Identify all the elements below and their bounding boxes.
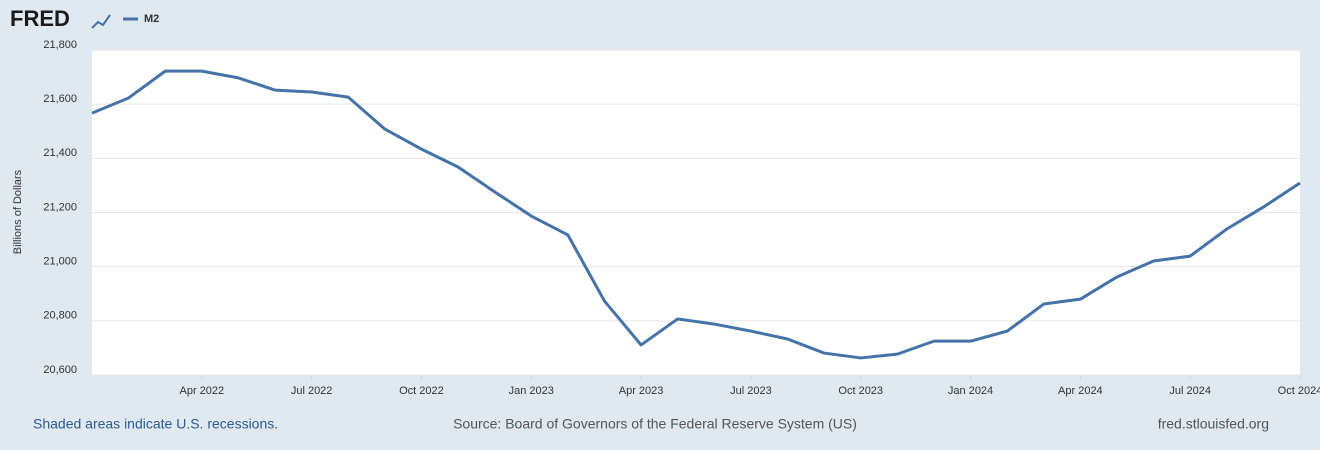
x-tick-label: Oct 2022: [399, 385, 444, 397]
x-tick-label: Apr 2023: [619, 385, 664, 397]
logo-icon: [91, 14, 111, 29]
y-tick-label: 20,800: [43, 310, 77, 322]
x-tick-label: Oct 2023: [838, 385, 883, 397]
source: Source: Board of Governors of the Federa…: [453, 416, 857, 432]
site[interactable]: fred.stlouisfed.org: [1158, 416, 1269, 432]
legend-label: M2: [144, 13, 159, 25]
y-tick-label: 21,000: [43, 256, 77, 268]
x-tick-label: Jan 2024: [948, 385, 993, 397]
x-tick-label: Apr 2024: [1058, 385, 1103, 397]
y-tick-label: 21,800: [43, 39, 77, 51]
x-tick-label: Jul 2022: [291, 385, 333, 397]
logo[interactable]: FRED: [10, 6, 70, 31]
x-tick-label: Apr 2022: [179, 385, 224, 397]
x-tick-label: Jul 2023: [730, 385, 772, 397]
y-tick-label: 21,600: [43, 93, 77, 105]
y-tick-label: 21,400: [43, 147, 77, 159]
y-tick-label: 21,200: [43, 201, 77, 213]
y-axis-label: Billions of Dollars: [12, 169, 24, 254]
series-line: [91, 69, 1301, 360]
x-tick-label: Oct 2024: [1278, 385, 1320, 397]
recession-note[interactable]: Shaded areas indicate U.S. recessions.: [33, 416, 278, 432]
y-tick-label: 20,600: [43, 364, 77, 376]
x-tick-label: Jul 2024: [1169, 385, 1211, 397]
x-tick-label: Jan 2023: [509, 385, 554, 397]
